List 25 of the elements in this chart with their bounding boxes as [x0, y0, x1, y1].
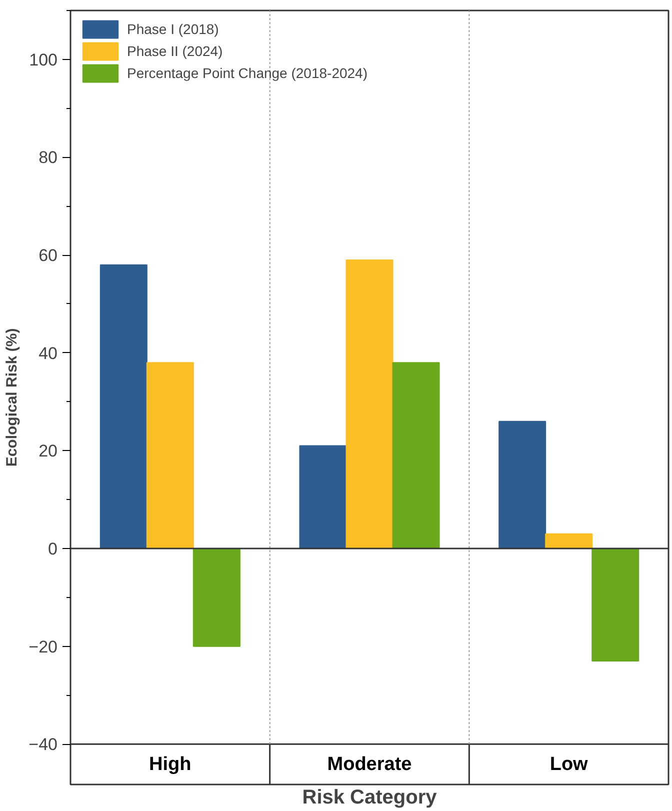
- bar: [392, 362, 440, 550]
- x-axis-title: Risk Category: [302, 786, 438, 808]
- x-tick-label: Moderate: [327, 754, 412, 775]
- y-tick-label: 40: [38, 344, 58, 363]
- bar: [592, 548, 640, 662]
- y-tick-label: 20: [38, 442, 58, 461]
- legend-label: Phase I (2018): [127, 20, 219, 39]
- bar: [192, 548, 240, 647]
- bar: [498, 420, 546, 550]
- bar: [146, 362, 194, 550]
- legend-label: Phase II (2024): [127, 42, 223, 61]
- y-tick-label: 0: [48, 540, 58, 559]
- bar: [545, 533, 593, 550]
- x-tick-label: Low: [550, 754, 588, 775]
- y-axis-title: Ecological Risk (%): [4, 328, 21, 467]
- bar: [346, 259, 394, 550]
- y-tick-label: −40: [28, 735, 58, 754]
- bar: [100, 264, 148, 550]
- y-tick-label: 80: [38, 148, 58, 168]
- y-tick-label: −20: [28, 637, 58, 656]
- x-tick-label: High: [149, 754, 192, 775]
- y-tick-label: 100: [29, 50, 58, 70]
- bar: [299, 445, 347, 550]
- y-tick-label: 60: [38, 246, 58, 266]
- legend-label: Percentage Point Change (2018-2024): [127, 64, 368, 83]
